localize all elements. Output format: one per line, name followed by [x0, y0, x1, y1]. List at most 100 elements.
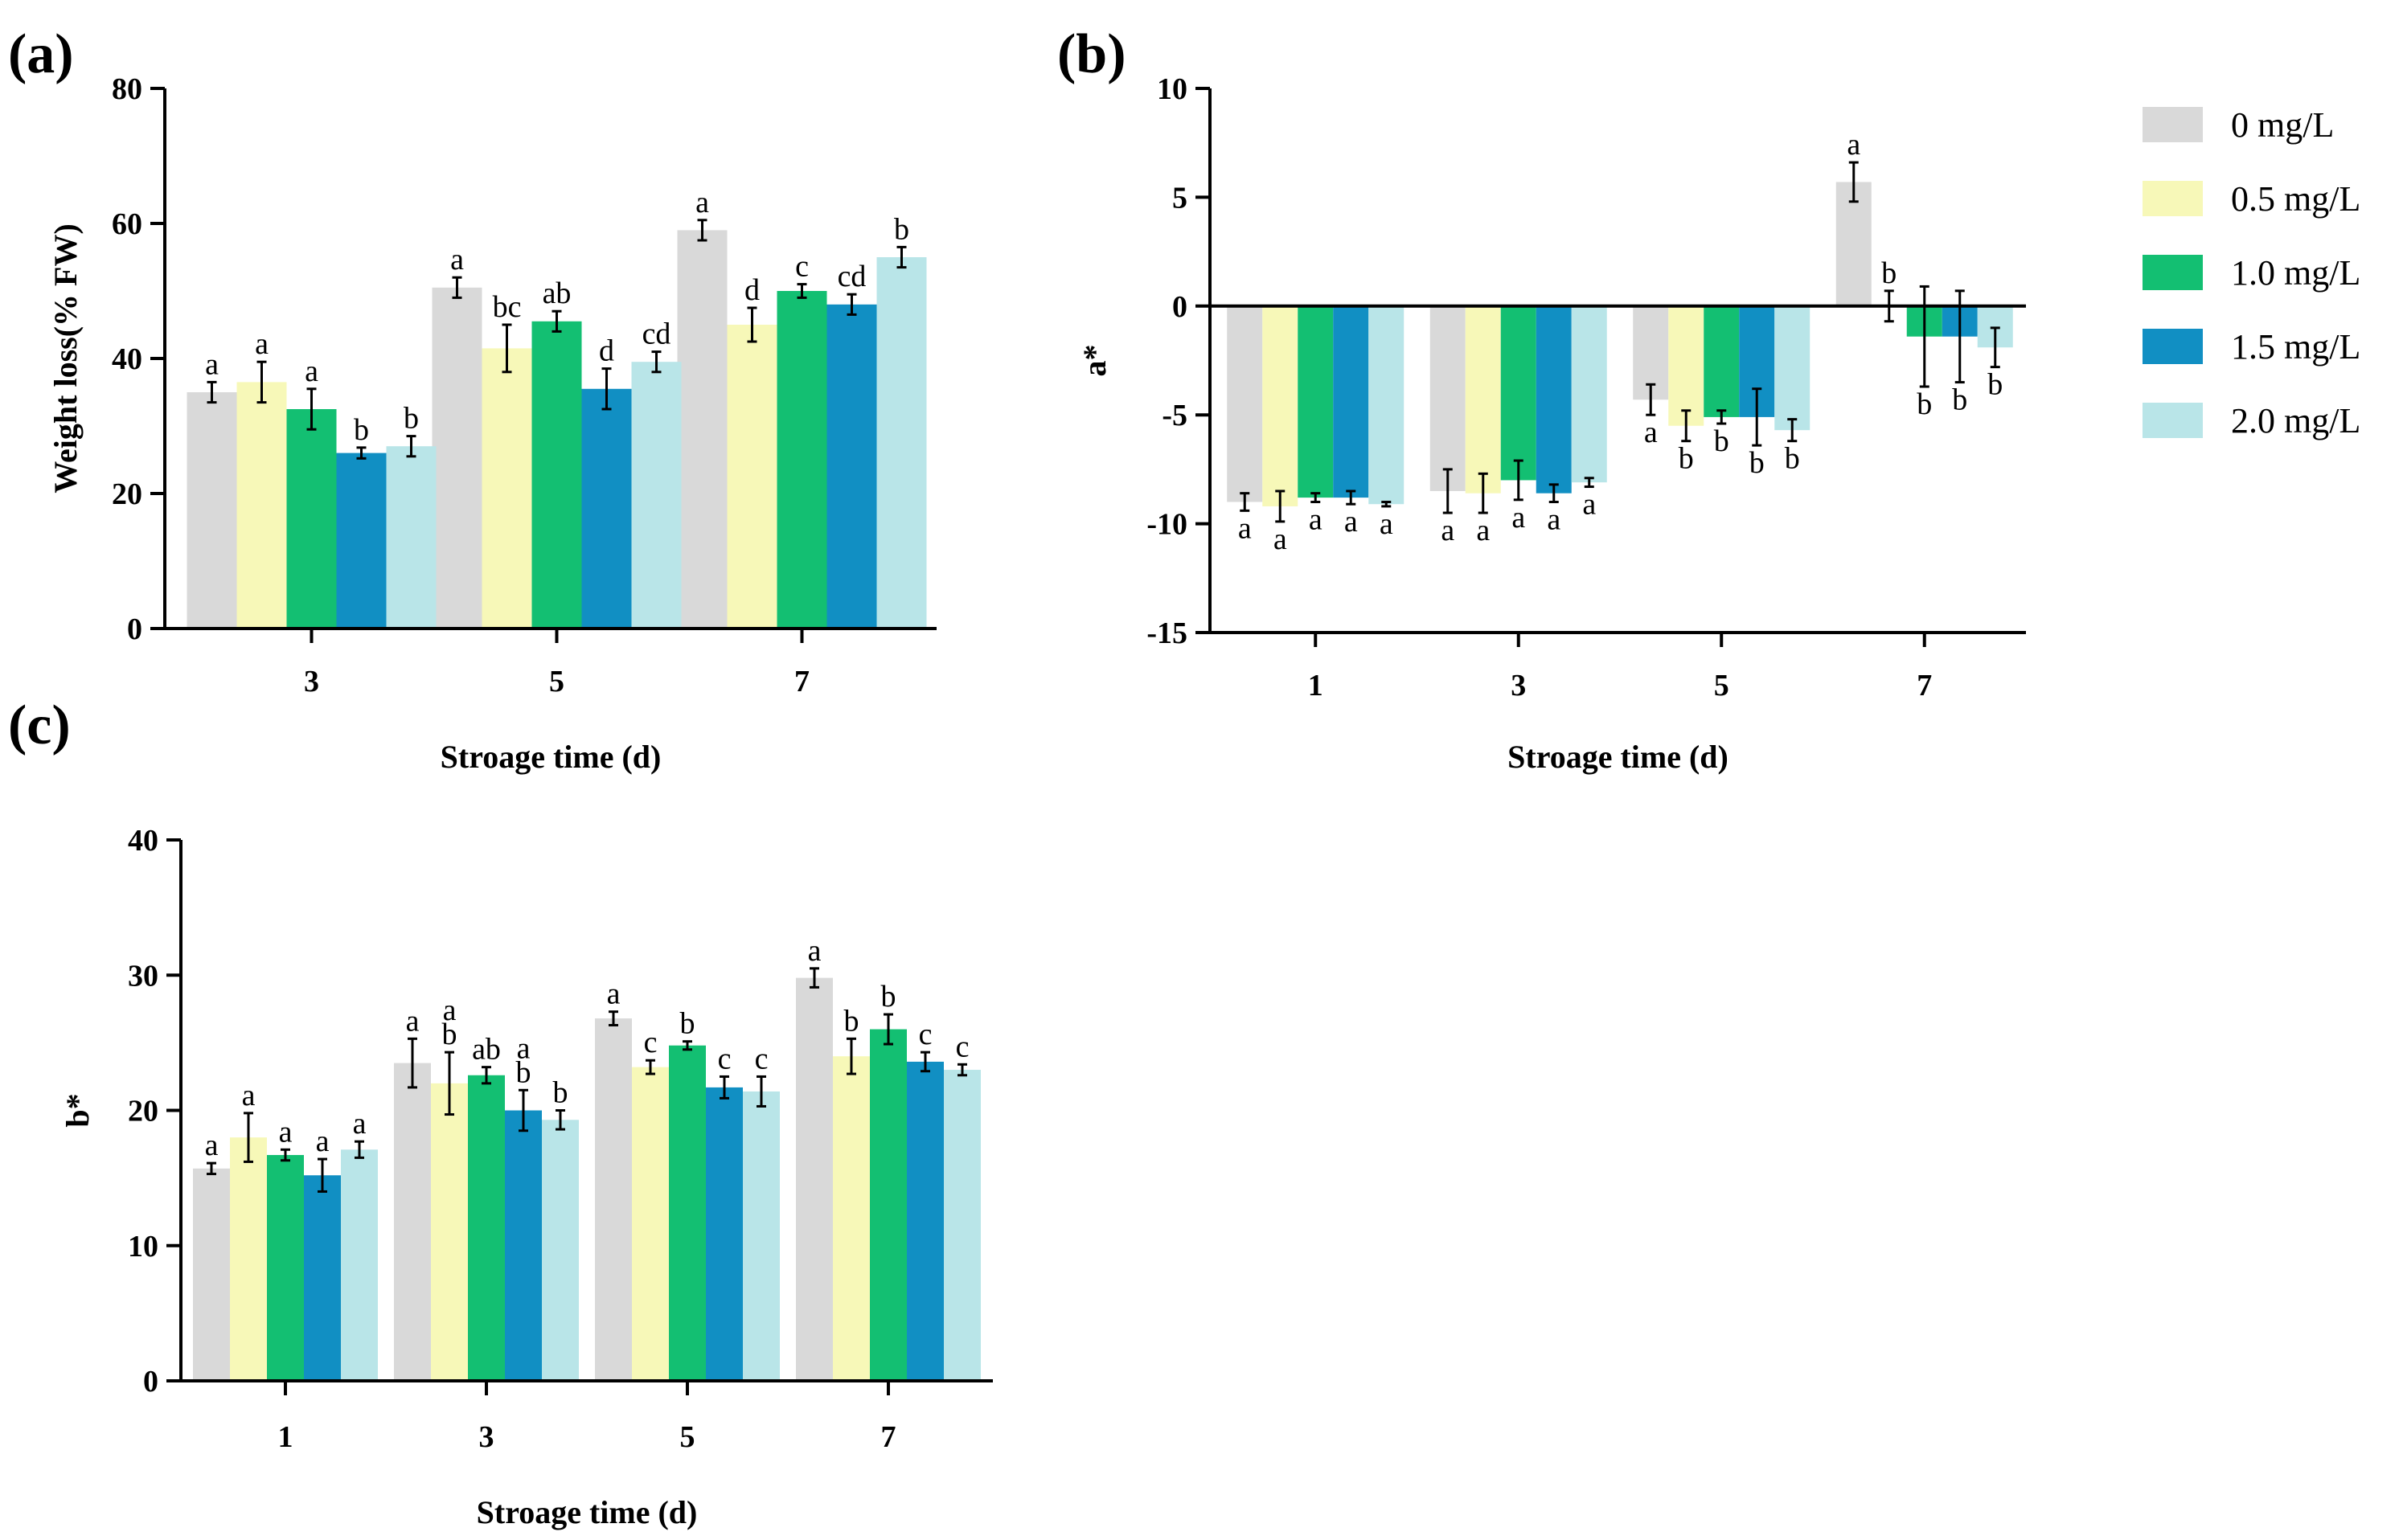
- significance-letter: a: [1441, 514, 1454, 547]
- significance-letter: b: [553, 1076, 568, 1110]
- bar: [468, 1075, 505, 1381]
- error-bar: [356, 446, 367, 460]
- significance-letter: c: [919, 1018, 933, 1051]
- y-tick-label: -5: [1162, 399, 1187, 432]
- x-tick-label: 1: [1308, 669, 1323, 702]
- error-bar: [1919, 285, 1929, 388]
- y-tick-label: 20: [112, 477, 142, 511]
- significance-letter: b: [516, 1055, 531, 1089]
- error-bar: [1381, 501, 1392, 508]
- error-bar: [1584, 477, 1594, 489]
- error-bar: [884, 1013, 893, 1046]
- error-bar: [1787, 418, 1798, 443]
- error-bar: [847, 1037, 856, 1075]
- y-tick-label: 20: [128, 1095, 158, 1128]
- significance-letter: a: [1511, 501, 1525, 534]
- significance-letter: b: [1714, 424, 1729, 458]
- bar: [230, 1137, 267, 1381]
- y-tick-label: 0: [143, 1365, 158, 1399]
- significance-letter: a: [1644, 416, 1658, 449]
- bar: [944, 1070, 981, 1381]
- error-bar: [1646, 383, 1656, 416]
- bar: [727, 325, 777, 629]
- y-tick-label: 0: [1172, 290, 1187, 324]
- x-tick-label: 7: [1917, 669, 1932, 702]
- legend-swatch: [2143, 403, 2203, 438]
- error-bar: [1240, 492, 1250, 512]
- significance-letter: c: [644, 1026, 658, 1059]
- error-bar: [1716, 409, 1727, 425]
- bar: [796, 977, 833, 1381]
- y-tick-label: -15: [1146, 616, 1187, 650]
- y-tick-label: 40: [112, 342, 142, 376]
- bar: [631, 362, 682, 629]
- error-bar: [552, 309, 562, 333]
- bar: [1774, 305, 1810, 431]
- error-bar: [452, 276, 462, 299]
- x-tick-label: 5: [1714, 669, 1729, 702]
- bar: [236, 382, 287, 629]
- y-axis-title: Weight loss(% FW): [47, 223, 84, 494]
- error-bar: [646, 1059, 655, 1075]
- error-bar: [556, 1109, 565, 1131]
- bar: [187, 392, 237, 629]
- legend-swatch: [2143, 107, 2203, 142]
- x-tick-label: 5: [680, 1420, 695, 1454]
- significance-letter: c: [795, 250, 809, 284]
- significance-letter: a: [255, 327, 269, 361]
- bar: [394, 1063, 431, 1381]
- legend-label: 1.5 mg/L: [2231, 327, 2360, 367]
- bar: [336, 453, 387, 629]
- x-axis-title: Stroage time (d): [1507, 739, 1728, 775]
- error-bar: [601, 367, 612, 411]
- bar: [743, 1091, 780, 1381]
- significance-letter: a: [1380, 507, 1393, 541]
- error-bar: [1310, 492, 1321, 504]
- error-bar: [958, 1063, 967, 1077]
- significance-letter: a: [443, 993, 457, 1027]
- bar: [1298, 305, 1334, 498]
- error-bar: [502, 323, 512, 374]
- bar: [1262, 305, 1298, 506]
- y-tick-label: 5: [1172, 181, 1187, 215]
- error-bar: [757, 1075, 766, 1108]
- significance-letter: a: [353, 1107, 367, 1141]
- significance-letter: a: [205, 347, 219, 381]
- error-bar: [1478, 472, 1488, 514]
- error-bar: [921, 1051, 930, 1073]
- significance-letter: b: [1987, 368, 2003, 402]
- bar: [482, 348, 532, 629]
- error-bar: [1848, 161, 1859, 203]
- bar: [1368, 305, 1404, 505]
- bar: [1500, 305, 1536, 481]
- significance-letter: b: [442, 1018, 457, 1051]
- significance-letter: b: [844, 1004, 859, 1038]
- legend-label: 0 mg/L: [2231, 105, 2334, 145]
- y-axis-title: b*: [59, 1093, 96, 1127]
- panel-label: (b): [1057, 23, 1126, 85]
- error-bar: [609, 1010, 618, 1027]
- significance-letter: b: [1881, 256, 1897, 290]
- bar: [677, 230, 728, 629]
- bar: [1227, 305, 1263, 502]
- error-bar: [1513, 459, 1523, 502]
- bar: [1429, 305, 1466, 491]
- error-bar: [651, 350, 662, 374]
- error-bar: [747, 306, 757, 343]
- significance-letter: a: [1476, 514, 1490, 547]
- bar: [669, 1045, 706, 1381]
- significance-letter: d: [744, 273, 760, 307]
- bar: [876, 257, 927, 629]
- bar: [595, 1018, 632, 1381]
- significance-letter: a: [205, 1128, 219, 1162]
- significance-letter: a: [242, 1079, 256, 1112]
- significance-letter: a: [695, 186, 709, 219]
- y-tick-label: 60: [112, 207, 142, 241]
- error-bar: [207, 1161, 216, 1176]
- significance-letter: a: [808, 934, 822, 968]
- significance-letter: b: [1785, 442, 1800, 476]
- panel-label: (c): [8, 694, 71, 756]
- significance-letter: bc: [493, 290, 522, 324]
- significance-letter: c: [755, 1042, 769, 1075]
- bar: [286, 409, 337, 629]
